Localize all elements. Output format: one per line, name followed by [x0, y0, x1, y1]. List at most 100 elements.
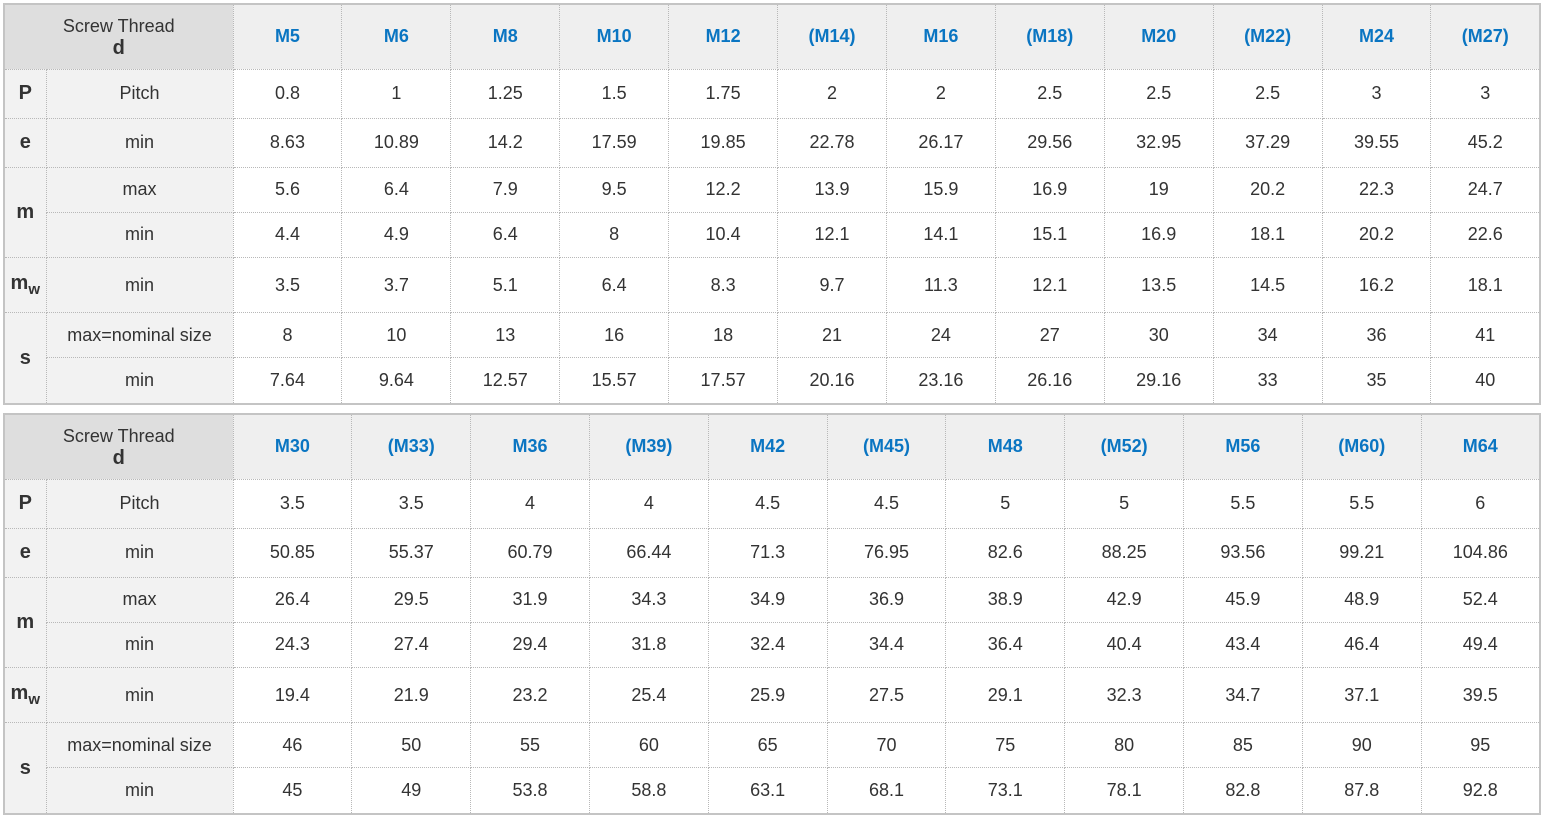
row-label: min: [45, 527, 234, 578]
value-cell: 22.78: [777, 117, 887, 168]
value-cell: 5: [945, 478, 1066, 529]
value-cell: 0.8: [232, 68, 343, 119]
value-cell: 10: [341, 312, 452, 359]
value-cell: 60.79: [470, 527, 590, 578]
value-cell: 3: [1430, 68, 1541, 119]
value-cell: 32.95: [1103, 117, 1214, 168]
value-cell: 19: [1103, 166, 1214, 213]
value-cell: 5.6: [232, 166, 343, 213]
value-cell: 92.8: [1420, 767, 1541, 815]
symbol: m: [10, 682, 29, 705]
value-cell: 15.9: [885, 166, 996, 213]
thread-size-header: M36: [470, 413, 590, 480]
value-cell: 27: [994, 312, 1105, 359]
value-cell: 1.25: [450, 68, 561, 119]
value-cell: 16.9: [1103, 211, 1214, 258]
row-label: min: [45, 211, 234, 258]
symbol-cell: m: [3, 166, 47, 258]
value-cell: 11.3: [885, 256, 996, 314]
row-label: min: [45, 256, 234, 314]
value-cell: 29.5: [351, 576, 472, 623]
row-label: min: [45, 117, 234, 168]
symbol-cell: s: [3, 312, 47, 405]
value-cell: 6.4: [450, 211, 561, 258]
value-cell: 63.1: [707, 767, 828, 815]
value-cell: 13.9: [777, 166, 887, 213]
screw-thread-header: Screw Thread d: [3, 3, 234, 70]
value-cell: 13: [450, 312, 561, 359]
value-cell: 80: [1064, 722, 1184, 769]
symbol-cell: mw: [3, 666, 47, 724]
value-cell: 34.7: [1183, 666, 1303, 724]
value-cell: 27.5: [826, 666, 947, 724]
value-cell: 14.5: [1212, 256, 1323, 314]
value-cell: 17.59: [559, 117, 670, 168]
thread-size-header: M5: [232, 3, 343, 70]
row-label: min: [45, 621, 234, 668]
value-cell: 40: [1430, 357, 1541, 405]
value-cell: 58.8: [588, 767, 709, 815]
value-cell: 99.21: [1301, 527, 1422, 578]
value-cell: 16.9: [994, 166, 1105, 213]
value-cell: 82.8: [1183, 767, 1303, 815]
symbol-cell: mw: [3, 256, 47, 314]
value-cell: 33: [1212, 357, 1323, 405]
symbol: e: [19, 131, 31, 154]
value-cell: 12.57: [450, 357, 561, 405]
symbol-subscript: w: [28, 691, 40, 709]
value-cell: 87.8: [1301, 767, 1422, 815]
row-label: Pitch: [45, 68, 234, 119]
value-cell: 22.6: [1430, 211, 1541, 258]
value-cell: 46.4: [1301, 621, 1422, 668]
value-cell: 9.7: [777, 256, 887, 314]
value-cell: 21.9: [351, 666, 472, 724]
value-cell: 40.4: [1064, 621, 1184, 668]
value-cell: 5.5: [1183, 478, 1303, 529]
value-cell: 46: [232, 722, 353, 769]
value-cell: 15.1: [994, 211, 1105, 258]
thread-size-header: (M45): [826, 413, 947, 480]
value-cell: 12.2: [668, 166, 779, 213]
table-row-m-max: m max 26.4 29.5 31.9 34.3 34.9 36.9 38.9 42.9 45.9…: [3, 576, 1541, 668]
row-label: min: [45, 767, 234, 815]
value-cell: 73.1: [945, 767, 1066, 815]
row-label: min: [45, 357, 234, 405]
thread-size-header: (M60): [1301, 413, 1422, 480]
value-cell: 55: [470, 722, 590, 769]
value-cell: 45.2: [1430, 117, 1541, 168]
value-cell: 35: [1321, 357, 1432, 405]
symbol-subscript: w: [28, 281, 40, 299]
thread-size-header: M16: [885, 3, 996, 70]
table-row-m-max: m max 5.6 6.4 7.9 9.5 12.2 13.9 15.9 16.9 19 20.2 22…: [3, 166, 1541, 258]
header-symbol: d: [112, 36, 125, 59]
value-cell: 10.4: [668, 211, 779, 258]
value-cell: 55.37: [351, 527, 472, 578]
value-cell: 25.4: [588, 666, 709, 724]
value-cell: 29.4: [470, 621, 590, 668]
thread-size-header: M20: [1103, 3, 1214, 70]
header-title: Screw Thread: [62, 425, 175, 446]
value-cell: 3.7: [341, 256, 452, 314]
value-cell: 95: [1420, 722, 1541, 769]
value-cell: 45: [232, 767, 353, 815]
value-cell: 17.57: [668, 357, 779, 405]
value-cell: 21: [777, 312, 887, 359]
value-cell: 8: [559, 211, 670, 258]
symbol-cell: s: [3, 722, 47, 815]
value-cell: 5: [1064, 478, 1184, 529]
value-cell: 31.8: [588, 621, 709, 668]
thread-size-header: M56: [1183, 413, 1303, 480]
value-cell: 14.2: [450, 117, 561, 168]
value-cell: 50: [351, 722, 472, 769]
value-cell: 5.5: [1301, 478, 1422, 529]
value-cell: 26.16: [994, 357, 1105, 405]
value-cell: 15.57: [559, 357, 670, 405]
thread-size-header: (M33): [351, 413, 472, 480]
value-cell: 8.3: [668, 256, 779, 314]
value-cell: 4: [588, 478, 709, 529]
symbol: s: [19, 756, 31, 779]
value-cell: 48.9: [1301, 576, 1422, 623]
value-cell: 4.5: [707, 478, 828, 529]
row-label: max: [45, 576, 234, 623]
thread-size-header: M8: [450, 3, 561, 70]
